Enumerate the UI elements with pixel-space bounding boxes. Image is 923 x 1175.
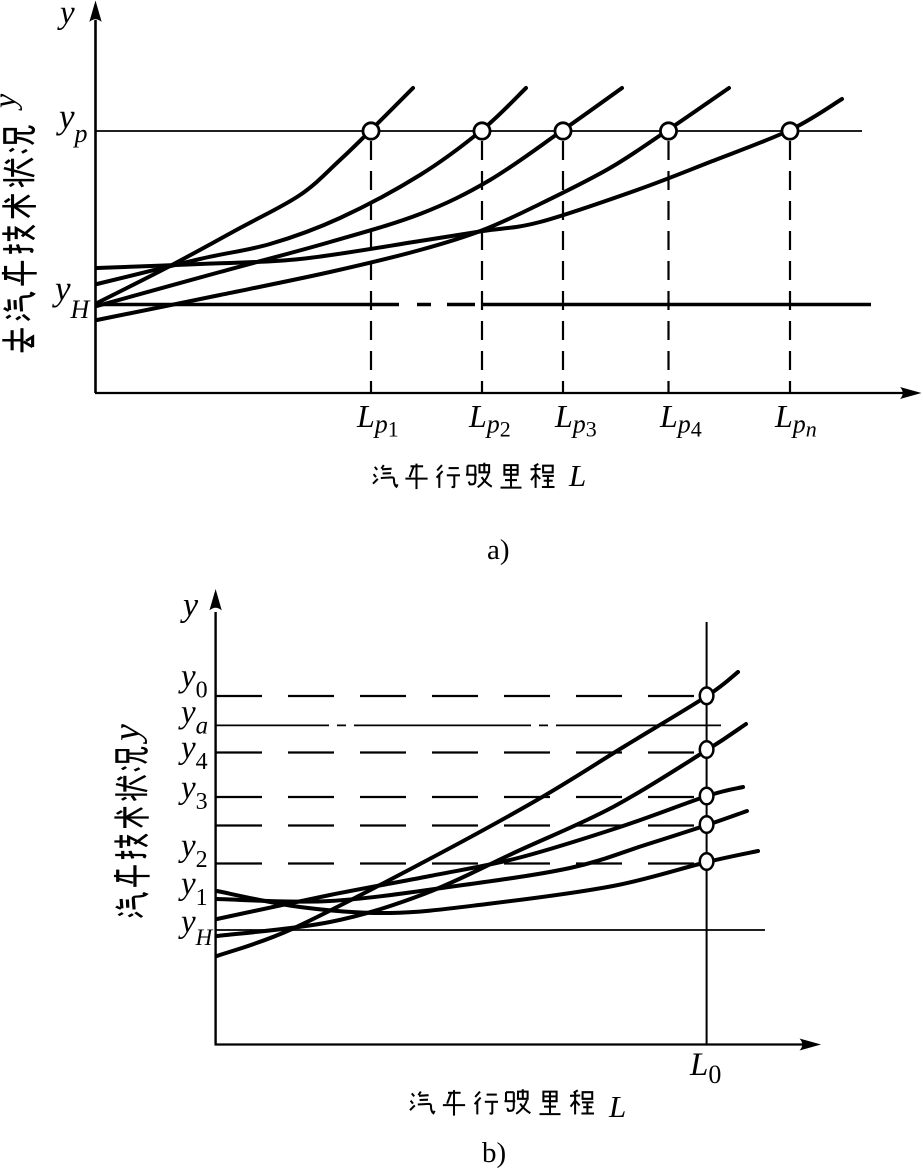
- svg-text:L: L: [568, 458, 586, 493]
- svg-text:b): b): [482, 1137, 506, 1169]
- svg-text:a): a): [487, 534, 510, 566]
- svg-text:y: y: [57, 0, 75, 31]
- svg-text:y: y: [106, 724, 148, 745]
- svg-text:y: y: [180, 587, 199, 624]
- svg-text:y: y: [0, 93, 22, 111]
- svg-text:L: L: [608, 1089, 626, 1124]
